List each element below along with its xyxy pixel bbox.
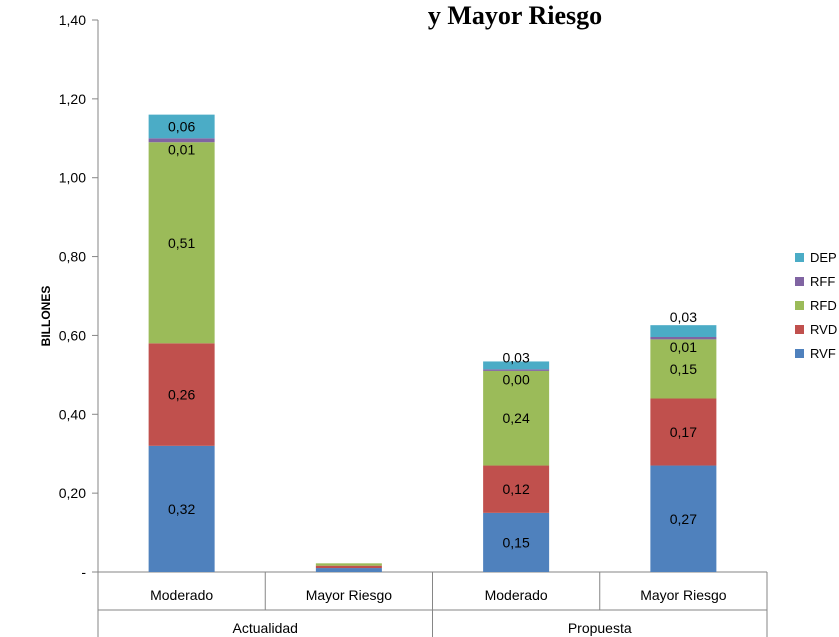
data-label-rvf: 0,32 <box>168 501 195 517</box>
data-label-rff: 0,01 <box>670 339 697 355</box>
data-label-rff: 0,01 <box>168 141 195 157</box>
legend-swatch-rvd <box>795 325 804 334</box>
y-tick-label: 1,40 <box>59 12 86 28</box>
bar-segment-dep <box>650 325 717 338</box>
data-labels: 0,32 0,26 0,51 0,01 0,06 0,15 0,12 0,24 0,00 0,03… <box>168 118 697 550</box>
bar-segment-rfd <box>148 142 215 344</box>
data-label-dep: 0,03 <box>503 349 530 365</box>
data-label-rvd: 0,26 <box>168 387 195 403</box>
legend-label-dep: DEP <box>810 250 837 265</box>
data-label-rfd: 0,51 <box>168 235 195 251</box>
bar-segment-rfd <box>315 563 382 566</box>
data-label-rvd: 0,17 <box>670 424 697 440</box>
bar-segment-dep <box>483 361 550 370</box>
bar-segment-rvd <box>483 465 550 513</box>
bar-segment-rvd <box>148 343 215 446</box>
data-label-dep: 0,06 <box>168 118 195 134</box>
bar-segment-rff <box>148 138 215 143</box>
legend-swatch-dep <box>795 253 804 262</box>
legend-swatch-rff <box>795 277 804 286</box>
bar-segment-rvd <box>315 565 382 569</box>
data-label-rff: 0,00 <box>503 371 530 387</box>
data-label-rvf: 0,27 <box>670 511 697 527</box>
y-tick-label: 0,80 <box>59 249 86 265</box>
bar-segment-rvf <box>315 568 382 572</box>
bar-segment-rvf <box>483 512 550 572</box>
bar-segment-rfd <box>483 370 550 466</box>
legend-label-rvd: RVD <box>810 322 837 337</box>
y-tick-label: 0,20 <box>59 485 86 501</box>
legend-label-rff: RFF <box>810 274 835 289</box>
data-label-rfd: 0,15 <box>670 361 697 377</box>
bar-segment-rfd <box>650 339 717 399</box>
y-tick-label: - <box>81 564 86 580</box>
bar-segment-dep <box>148 114 215 139</box>
legend-swatch-rvf <box>795 349 804 358</box>
bar-segment-rvd <box>650 398 717 466</box>
y-tick-label: 0,40 <box>59 406 86 422</box>
data-label-rvd: 0,12 <box>503 481 530 497</box>
bars <box>148 114 717 572</box>
x-group-label: Propuesta <box>568 620 632 636</box>
y-tick-label: 1,00 <box>59 170 86 186</box>
legend-swatch-rfd <box>795 301 804 310</box>
bar-segment-rvf <box>148 445 215 572</box>
legend: DEP RFF RFD RVD RVF <box>795 250 837 361</box>
x-category-label: Mayor Riesgo <box>306 587 393 603</box>
legend-label-rvf: RVF <box>810 346 836 361</box>
y-axis-title: BILLONES <box>39 286 53 347</box>
bar-segment-rff <box>650 337 717 340</box>
chart-title: y Mayor Riesgo <box>428 1 602 30</box>
data-label-rvf: 0,15 <box>503 534 530 550</box>
y-tick-label: 0,60 <box>59 327 86 343</box>
x-group-label: Actualidad <box>233 620 298 636</box>
bar-segment-rff <box>483 369 550 371</box>
data-label-rfd: 0,24 <box>503 410 530 426</box>
data-label-dep: 0,03 <box>670 309 697 325</box>
y-tick-label: 1,20 <box>59 91 86 107</box>
legend-label-rfd: RFD <box>810 298 837 313</box>
x-category-label: Moderado <box>485 587 548 603</box>
x-category-label: Mayor Riesgo <box>640 587 727 603</box>
bar-segment-rvf <box>650 465 717 572</box>
x-category-label: Moderado <box>150 587 213 603</box>
